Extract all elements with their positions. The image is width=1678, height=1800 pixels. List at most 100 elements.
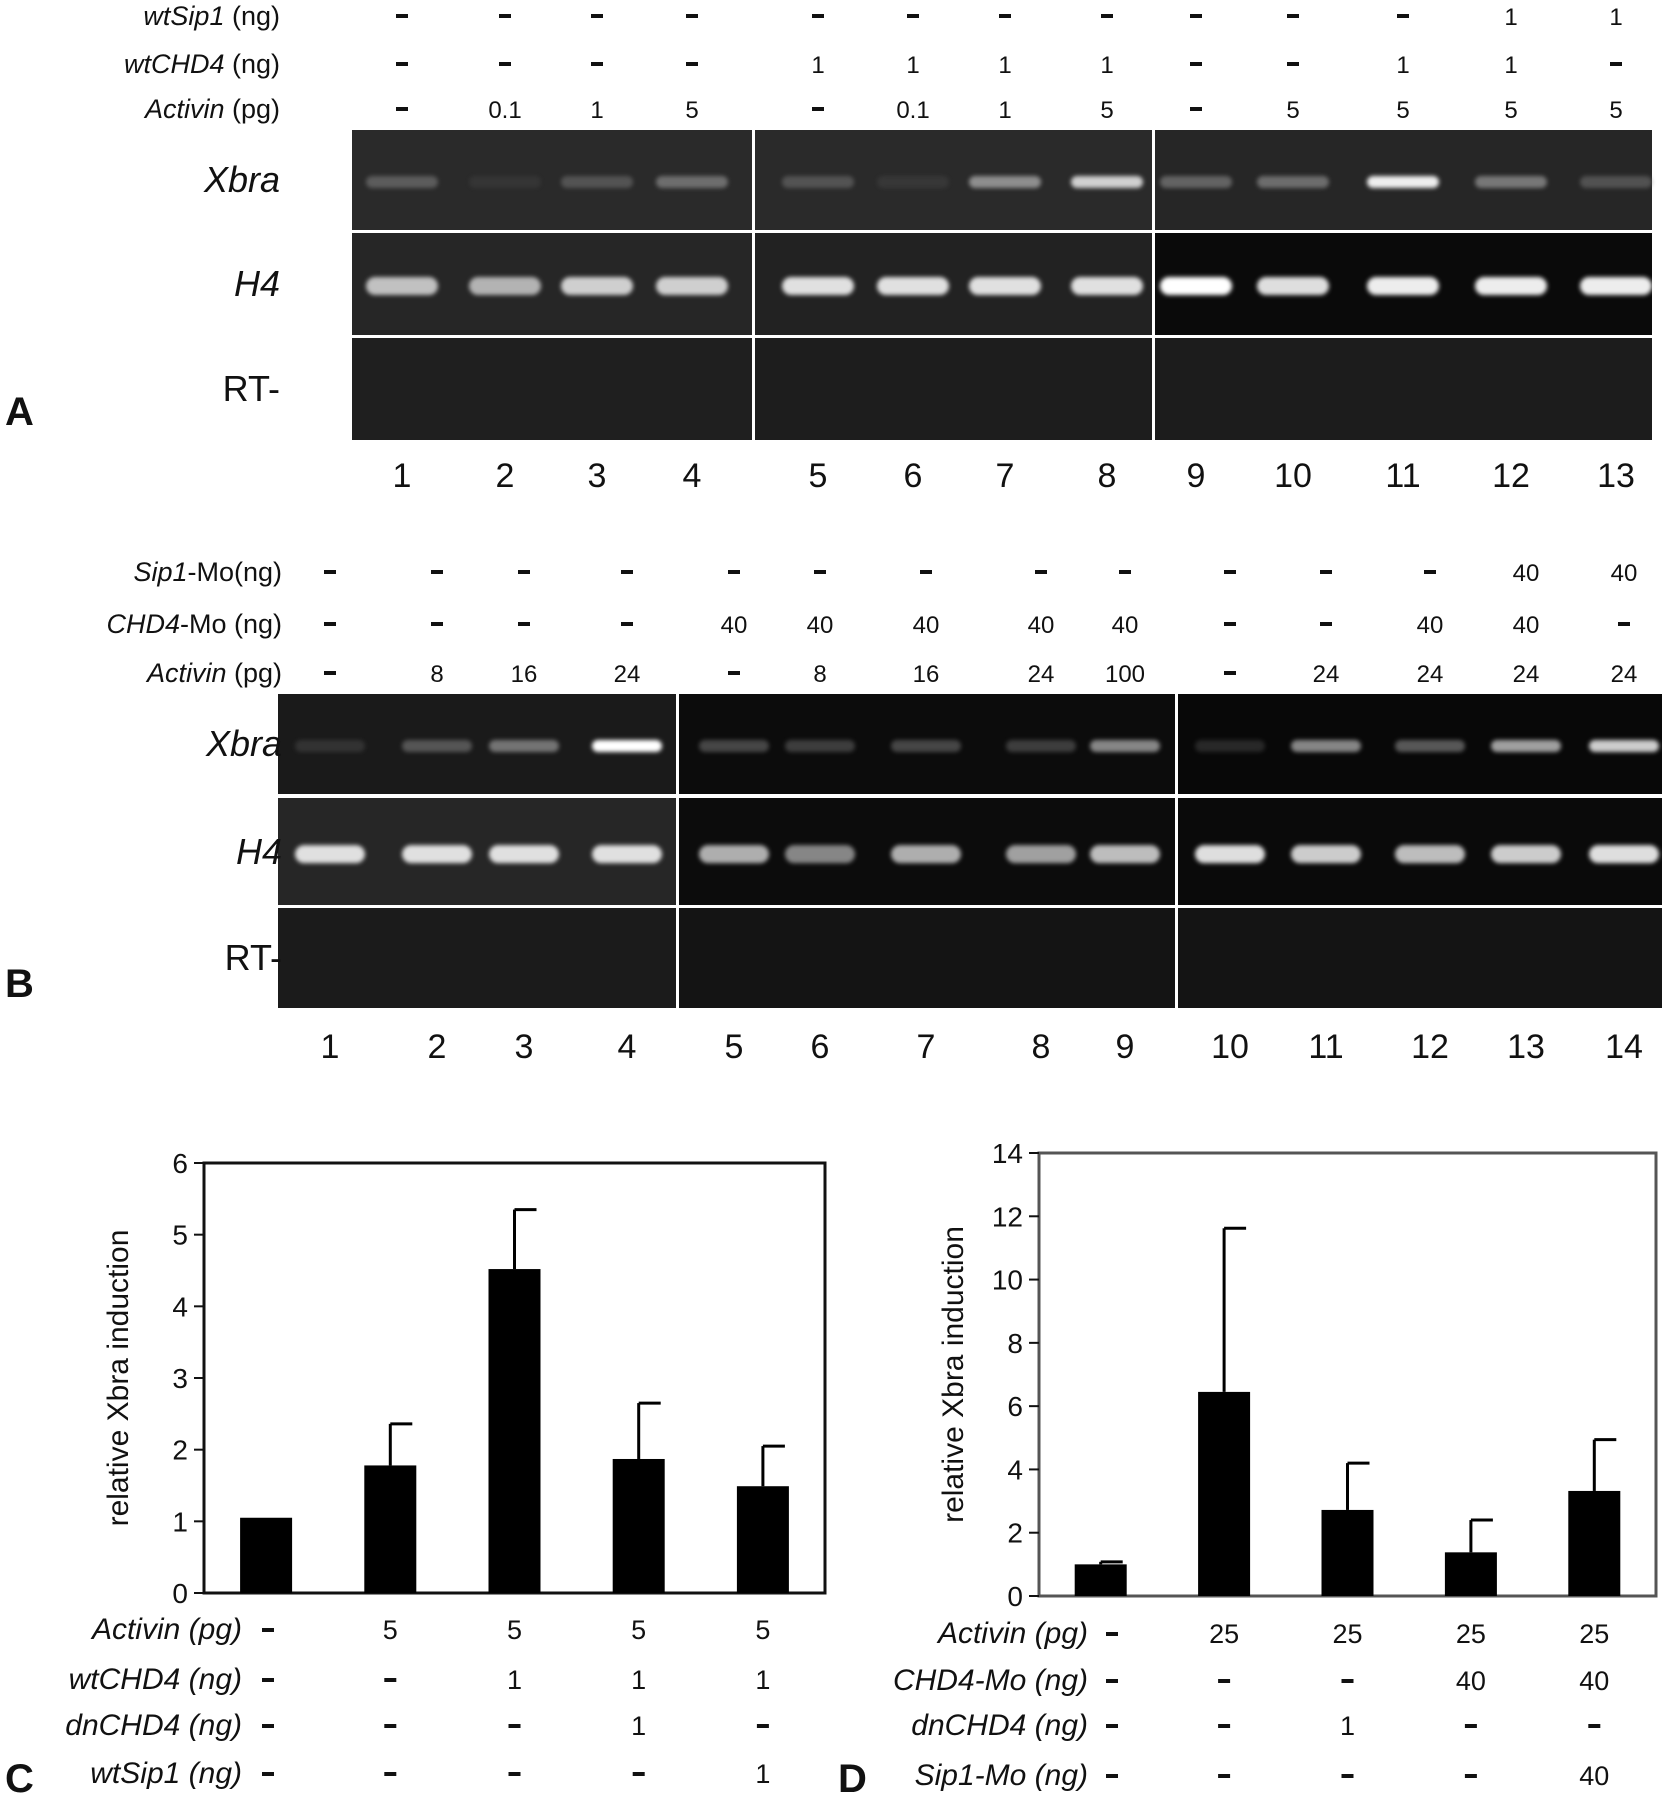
y-tick-label: 6 xyxy=(172,1148,188,1179)
condition-value xyxy=(384,1772,397,1776)
condition-value: 5 xyxy=(631,1615,646,1645)
condition-value xyxy=(324,622,336,626)
lane-number: 10 xyxy=(1274,457,1312,495)
gel-row-label: Xbra xyxy=(205,723,282,764)
lane-number: 2 xyxy=(496,457,515,495)
condition-row-label: wtCHD4 (ng) xyxy=(69,1663,242,1696)
xbra-band xyxy=(1580,176,1652,188)
y-tick-label: 5 xyxy=(172,1220,188,1251)
y-tick-label: 8 xyxy=(1007,1328,1023,1359)
condition-value: 8 xyxy=(813,661,826,688)
lane-number: 5 xyxy=(725,1028,744,1066)
xbra-band xyxy=(877,176,949,188)
condition-value xyxy=(999,14,1011,18)
condition-value: 1 xyxy=(631,1711,646,1741)
xbra-band xyxy=(1589,740,1659,752)
condition-value xyxy=(518,570,530,574)
condition-row-label: Activin (pg) xyxy=(936,1617,1088,1650)
condition-value: 40 xyxy=(721,612,748,639)
h4-band xyxy=(1395,845,1465,864)
condition-value xyxy=(1224,622,1236,626)
condition-value xyxy=(384,1678,397,1682)
panel-d-bar-chart: 0 2 4 6 8 10 12 14 relative Xbra induction Activi… xyxy=(838,1138,1658,1800)
condition-value xyxy=(262,1724,274,1728)
bar xyxy=(1568,1490,1621,1596)
condition-value: 25 xyxy=(1332,1619,1362,1649)
xbra-band xyxy=(592,740,662,752)
xbra-band xyxy=(1291,740,1361,752)
condition-value: 0.1 xyxy=(488,97,521,124)
condition-value: 24 xyxy=(614,661,641,688)
condition-value: 5 xyxy=(1504,97,1517,124)
h4-band xyxy=(489,845,559,864)
condition-value xyxy=(1101,14,1113,18)
lane-number: 11 xyxy=(1385,457,1420,495)
condition-value xyxy=(499,14,511,18)
condition-value xyxy=(1341,1774,1354,1778)
h4-band xyxy=(1257,277,1329,296)
xbra-band xyxy=(469,176,541,188)
h4-band xyxy=(366,277,438,296)
lane-number: 11 xyxy=(1308,1028,1343,1066)
condition-value xyxy=(262,1678,274,1682)
condition-value xyxy=(728,671,740,675)
condition-row-label: CHD4-Mo (ng) xyxy=(106,609,282,639)
condition-row-label: Activin (pg) xyxy=(145,658,282,688)
condition-value: 1 xyxy=(631,1665,646,1695)
condition-value: 1 xyxy=(1504,4,1517,31)
gel-row-divider xyxy=(278,905,1662,908)
h4-band xyxy=(295,845,365,864)
condition-value xyxy=(920,570,932,574)
h4-band xyxy=(785,845,855,864)
condition-value xyxy=(396,107,408,111)
y-tick-label: 10 xyxy=(992,1265,1023,1296)
bar xyxy=(1444,1552,1497,1596)
gel-lane-block xyxy=(278,908,676,1008)
condition-value xyxy=(1106,1632,1118,1636)
gel-lane-block xyxy=(1155,338,1652,440)
condition-value xyxy=(431,622,443,626)
xbra-band xyxy=(1475,176,1547,188)
condition-value: 1 xyxy=(1340,1711,1355,1741)
condition-value xyxy=(1106,1679,1118,1683)
xbra-band xyxy=(782,176,854,188)
condition-value xyxy=(1424,570,1436,574)
condition-row-label: CHD4-Mo (ng) xyxy=(893,1664,1088,1697)
xbra-band xyxy=(295,740,365,752)
lane-number: 5 xyxy=(809,457,828,495)
h4-band xyxy=(1071,277,1143,296)
condition-value xyxy=(1119,570,1131,574)
condition-row-label: wtCHD4 (ng) xyxy=(124,49,280,79)
h4-band xyxy=(1475,277,1547,296)
gel-lane-block xyxy=(755,338,1152,440)
condition-value xyxy=(396,14,408,18)
condition-value xyxy=(396,62,408,66)
condition-value xyxy=(324,570,336,574)
h4-band xyxy=(969,277,1041,296)
condition-value xyxy=(907,14,919,18)
condition-value xyxy=(686,62,698,66)
h4-band xyxy=(1291,845,1361,864)
h4-band xyxy=(1580,277,1652,296)
y-axis-label: relative Xbra induction xyxy=(102,1230,135,1527)
condition-value xyxy=(1224,570,1236,574)
condition-value: 1 xyxy=(1609,4,1622,31)
y-tick-label: 6 xyxy=(1007,1391,1023,1422)
gel-row-divider xyxy=(278,795,1662,798)
xbra-band xyxy=(1090,740,1160,752)
condition-row-label: Sip1-Mo(ng) xyxy=(133,557,282,587)
lane-number: 3 xyxy=(515,1028,534,1066)
y-tick-label: 2 xyxy=(172,1435,188,1466)
condition-value xyxy=(1287,62,1299,66)
lane-number: 12 xyxy=(1411,1028,1449,1066)
bar xyxy=(736,1486,789,1593)
h4-band xyxy=(1160,277,1232,296)
condition-value: 1 xyxy=(811,52,824,79)
condition-value: 8 xyxy=(430,661,443,688)
gel-row-label: RT- xyxy=(225,937,282,978)
y-tick-label: 12 xyxy=(992,1201,1023,1232)
gel-block-divider xyxy=(1175,694,1178,1008)
h4-band xyxy=(1195,845,1265,864)
condition-value xyxy=(1218,1724,1231,1728)
